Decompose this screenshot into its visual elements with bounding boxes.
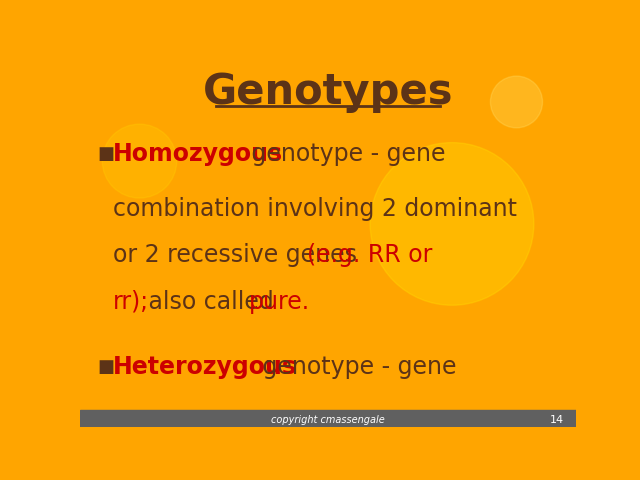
Text: ■: ■ — [97, 145, 114, 163]
Text: pure.: pure. — [249, 290, 310, 314]
Text: or 2 recessive genes: or 2 recessive genes — [113, 243, 364, 267]
Circle shape — [102, 124, 177, 198]
Text: combination involving 2 dominant: combination involving 2 dominant — [113, 197, 516, 221]
Text: (e.g. RR or: (e.g. RR or — [307, 243, 433, 267]
Circle shape — [370, 143, 534, 305]
Text: genotype - gene: genotype - gene — [244, 142, 446, 166]
Text: ■: ■ — [97, 358, 114, 376]
Text: also called: also called — [141, 290, 281, 314]
Text: rr);: rr); — [113, 290, 148, 314]
Text: Heterozygous: Heterozygous — [113, 355, 296, 379]
Text: Homozygous: Homozygous — [113, 142, 283, 166]
Circle shape — [490, 76, 543, 128]
Text: Genotypes: Genotypes — [203, 71, 453, 113]
Text: 14: 14 — [550, 415, 564, 425]
Text: genotype - gene: genotype - gene — [255, 355, 457, 379]
Text: copyright cmassengale: copyright cmassengale — [271, 415, 385, 425]
Bar — [80, 410, 576, 427]
